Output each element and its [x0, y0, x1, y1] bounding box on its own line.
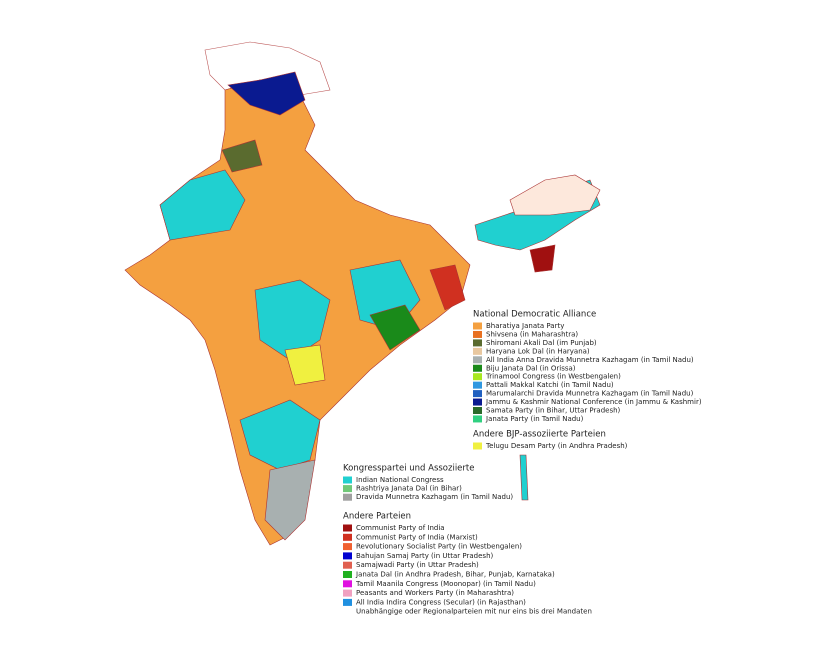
legend-swatch [343, 598, 352, 606]
legend-label: All India Indira Congress (Secular) (in … [356, 598, 526, 606]
legend-label: Janata Party (in Tamil Nadu) [485, 415, 584, 423]
legend-label: Shivsena (in Maharashtra) [486, 330, 578, 338]
legend-label: Samajwadi Party (in Uttar Pradesh) [356, 561, 479, 569]
tamil [264, 459, 316, 541]
legend-label: Unabhängige oder Regionalparteien mit nu… [356, 608, 592, 616]
legend-label: Haryana Lok Dal (in Haryana) [486, 347, 590, 355]
legend-label: Samata Party (in Bihar, Uttar Pradesh) [486, 407, 621, 415]
legend-swatch [343, 476, 352, 484]
legend-swatch [473, 322, 482, 330]
legend-swatch [343, 552, 352, 560]
legend-group-title: National Democratic Alliance [473, 310, 596, 320]
legend-label: Revolutionary Socialist Party (in Westbe… [356, 543, 522, 551]
legend-label: Bharatiya Janata Party [486, 322, 564, 330]
legend-label: All India Anna Dravida Munnetra Kazhagam… [486, 356, 694, 364]
legend-swatch [473, 398, 482, 406]
akali [221, 139, 263, 173]
legend-label: Telugu Desam Party (in Andhra Pradesh) [485, 442, 628, 450]
inc-south [239, 399, 321, 471]
bjd [369, 304, 421, 351]
tdp [284, 344, 326, 386]
legend-swatch [343, 533, 352, 541]
legend-label: Marumalarchi Dravida Munnetra Kazhagam (… [486, 390, 694, 398]
legend-swatch [343, 589, 352, 597]
cpm [429, 264, 466, 311]
legend-swatch [343, 493, 352, 501]
legend-swatch [343, 561, 352, 569]
legend-swatch [343, 580, 352, 588]
legend-label: Shiromani Akali Dal (im Punjab) [486, 339, 597, 347]
legend-label: Indian National Congress [356, 476, 444, 484]
legend-group-title: Andere Parteien [343, 512, 411, 522]
legend-swatch [473, 407, 482, 414]
legend-label: Rashtriya Janata Dal (in Bihar) [356, 485, 462, 493]
legend-swatch [473, 339, 482, 347]
legend-label: Peasants and Workers Party (in Maharasht… [356, 589, 514, 597]
legend-label: Communist Party of India (Marxist) [356, 533, 478, 541]
inc-west [159, 169, 246, 241]
legend-swatch [343, 571, 352, 578]
legend-label: Dravida Munnetra Kazhagam (in Tamil Nadu… [356, 493, 513, 501]
andaman [519, 454, 529, 501]
legend-label: Pattali Makkal Katchi (in Tamil Nadu) [486, 381, 614, 389]
legend-swatch [343, 543, 352, 551]
legend-group-title: Kongresspartei und Assoziierte [343, 464, 474, 474]
jknc [227, 71, 306, 116]
legend-swatch [343, 485, 352, 493]
northeast-top [509, 174, 601, 216]
legend-label: Bahujan Samaj Party (in Uttar Pradesh) [356, 552, 494, 560]
legend-swatch [473, 356, 482, 364]
india-map [124, 41, 601, 546]
legend-label: Jammu & Kashmir National Conference (in … [485, 398, 702, 406]
legend-label: Communist Party of India [356, 524, 445, 532]
legend-swatch [473, 415, 482, 423]
legend: National Democratic Alliance Bharatiya Ja… [343, 310, 702, 616]
legend-swatch [473, 347, 482, 355]
legend-swatch [473, 364, 482, 372]
cpi-ne [529, 244, 556, 273]
legend-group-title: Andere BJP-assoziierte Parteien [473, 430, 606, 440]
legend-label: Janata Dal (in Andhra Pradesh, Bihar, Pu… [355, 571, 555, 579]
legend-swatch [473, 390, 482, 398]
legend-swatch [473, 381, 482, 389]
legend-label: Biju Janata Dal (in Orissa) [486, 364, 576, 372]
legend-swatch [473, 442, 482, 450]
legend-swatch [473, 373, 482, 381]
legend-label: Trinamool Congress (in Westbengalen) [485, 373, 621, 381]
legend-swatch [343, 524, 352, 532]
legend-label: Tamil Maanila Congress (Moonopar) (in Ta… [355, 580, 536, 588]
inc-central [254, 279, 331, 361]
legend-swatch [473, 330, 482, 338]
